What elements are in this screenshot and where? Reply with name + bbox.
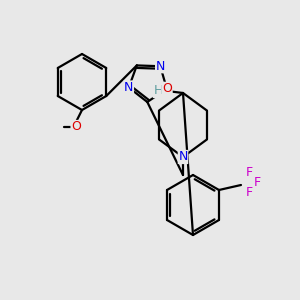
Text: H: H	[153, 85, 163, 98]
Text: N: N	[156, 60, 165, 73]
Text: N: N	[178, 151, 188, 164]
Text: O: O	[71, 121, 81, 134]
Text: F: F	[245, 187, 253, 200]
Text: O: O	[162, 85, 172, 98]
Text: O: O	[162, 82, 172, 95]
Text: N: N	[124, 81, 134, 94]
Text: F: F	[245, 167, 253, 179]
Text: F: F	[254, 176, 260, 190]
